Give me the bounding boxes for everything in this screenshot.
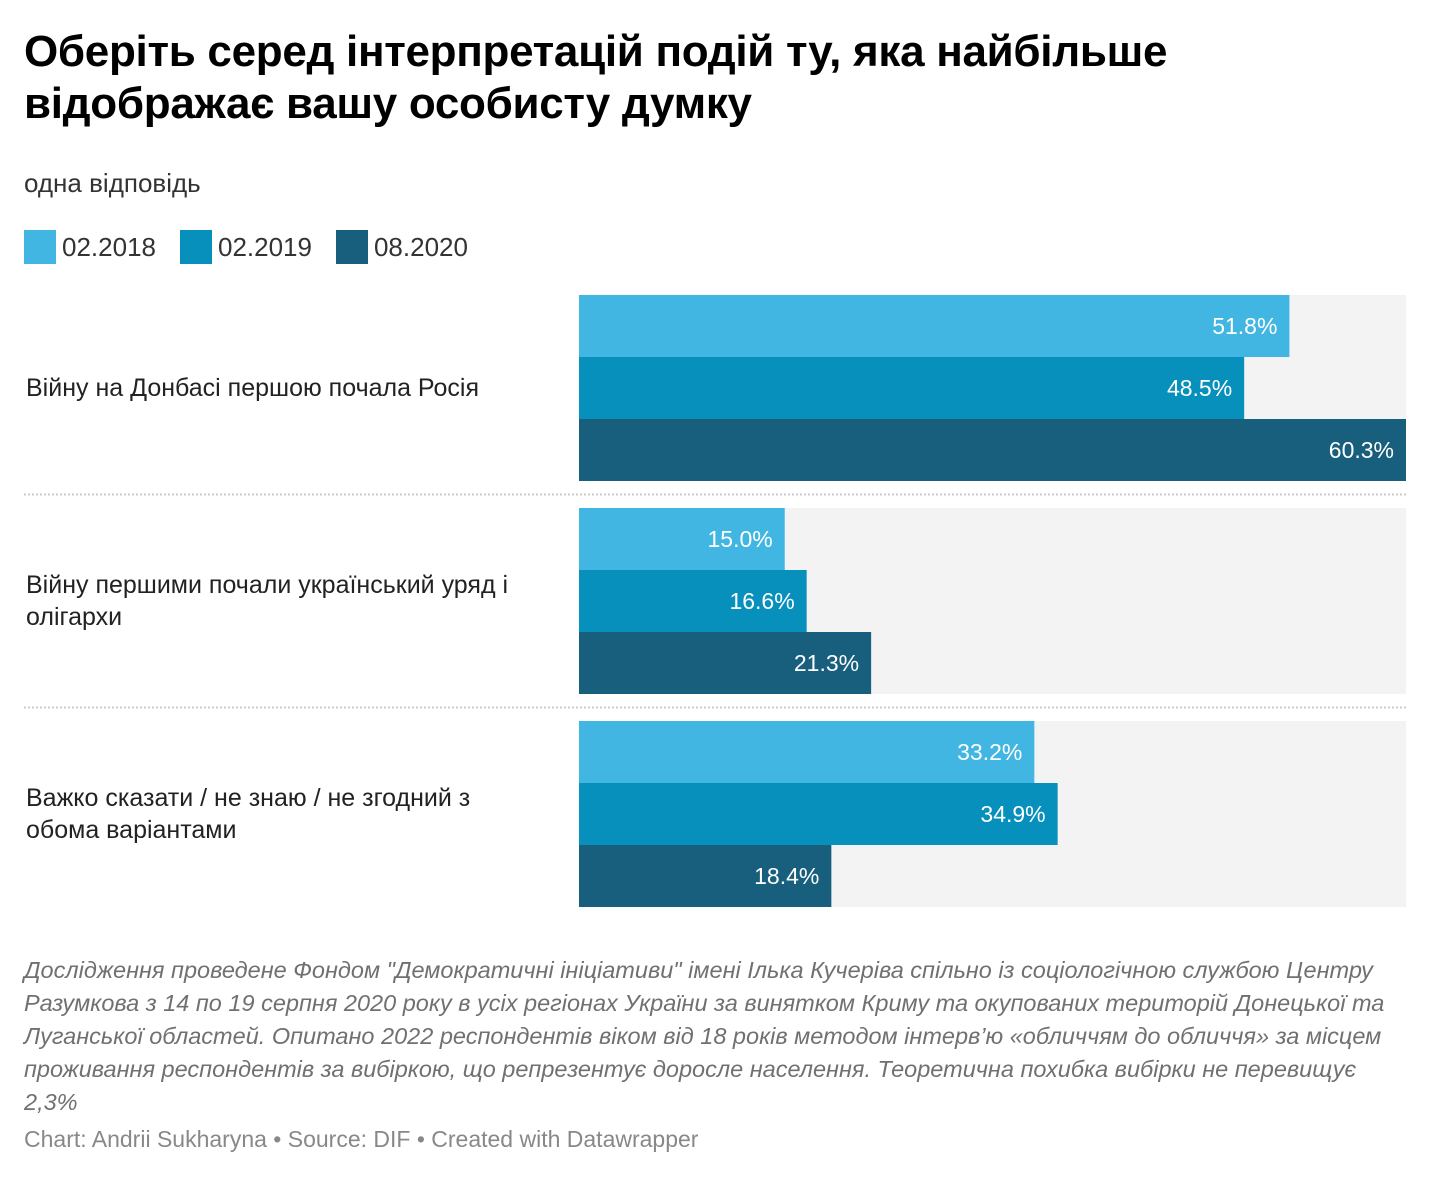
legend-swatch-2020 [335, 230, 368, 264]
legend-swatch-2019 [179, 230, 212, 264]
bar-value-label: 48.5% [1167, 375, 1232, 401]
bar-value-label: 33.2% [957, 739, 1022, 765]
bar-value-label: 21.3% [794, 650, 859, 676]
bar-value-label: 51.8% [1212, 313, 1277, 339]
bar-08.2020 [579, 845, 832, 907]
bar-group: 15.0% 16.6% 21.3% Війну першими почали укра… [26, 508, 1406, 694]
bar-02.2019 [579, 357, 1245, 419]
bar-02.2019 [579, 570, 807, 632]
legend-label-2018: 02.2018 [62, 231, 156, 262]
category-label: олігархи [26, 603, 122, 631]
legend-item-2020: 08.2020 [335, 230, 468, 264]
legend-swatch-2018 [24, 230, 56, 264]
chart-title: Оберіть серед інтерпретацій подій ту, як… [24, 27, 1168, 128]
bar-chart: 51.8% 48.5% 60.3% Війну на Донбасі першою п… [24, 295, 1406, 907]
bar-group: 51.8% 48.5% 60.3% Війну на Донбасі першою п… [26, 295, 1406, 481]
bar-group: 33.2% 34.9% 18.4% Важко сказати / не знаю /… [26, 721, 1406, 907]
category-label: Війну на Донбасі першою почала Росія [26, 374, 479, 402]
bar-02.2018 [579, 721, 1035, 783]
bar-02.2018 [579, 508, 785, 570]
legend-item-2019: 02.2019 [179, 230, 312, 264]
legend-label-2019: 02.2019 [217, 231, 312, 262]
bar-value-label: 16.6% [729, 588, 794, 614]
category-label: Важко сказати / не знаю / не згодний з [26, 784, 470, 812]
category-label: Війну першими почали український уряд і [26, 571, 508, 599]
bar-value-label: 34.9% [980, 801, 1045, 827]
chart-byline: Chart: Andrii Sukharyna • Source: DIF • … [24, 1126, 699, 1152]
legend-label-2020: 08.2020 [373, 231, 468, 262]
bar-02.2018 [579, 295, 1290, 357]
chart-notes: Дослідження проведене Фондом "Демократич… [24, 957, 1385, 1115]
chart-subtitle: одна відповідь [24, 168, 201, 198]
bar-08.2020 [579, 632, 872, 694]
bar-value-label: 60.3% [1329, 437, 1394, 463]
bar-02.2019 [579, 783, 1058, 845]
bar-08.2020 [579, 419, 1406, 481]
bar-value-label: 18.4% [754, 863, 819, 889]
legend: 02.2018 02.2019 08.2020 [24, 230, 492, 264]
category-label: обома варіантами [26, 816, 236, 844]
bar-value-label: 15.0% [708, 526, 773, 552]
legend-item-2018: 02.2018 [24, 230, 156, 264]
